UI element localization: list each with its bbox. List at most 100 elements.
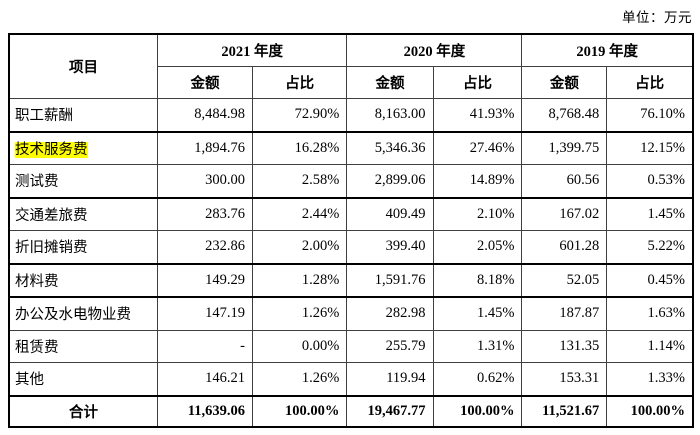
ratio-cell-2020: 0.62% — [432, 362, 523, 396]
row-label-cell: 职工薪酬 — [8, 98, 158, 132]
ratio-cell-2019: 0.53% — [606, 164, 694, 199]
ratio-cell-2021: 1.26% — [251, 296, 348, 331]
amount-cell-2019: 153.31 — [521, 362, 608, 396]
row-label-cell: 材料费 — [8, 262, 158, 298]
table-row: 其他 146.21 1.26% 119.94 0.62% 153.31 1.33… — [8, 362, 694, 396]
ratio-cell-2020: 2.10% — [432, 197, 523, 231]
amount-cell-2019: 187.87 — [521, 296, 608, 331]
ratio-cell-2020: 1.45% — [432, 296, 523, 331]
year-header-2019: 2019 年度 — [521, 33, 694, 67]
ratio-cell-2021: 16.28% — [251, 130, 348, 165]
ratio-cell-2021: 1.28% — [251, 262, 348, 298]
row-label: 办公及水电物业费 — [15, 307, 131, 324]
year-header-2020: 2020 年度 — [346, 33, 523, 67]
row-label-cell: 其他 — [8, 362, 158, 396]
ratio-cell-2019: 5.22% — [606, 230, 694, 264]
ratio-cell-2020: 27.46% — [432, 130, 523, 165]
amount-cell-2020: 282.98 — [346, 296, 434, 331]
amount-cell-2020: 5,346.36 — [346, 130, 434, 165]
amount-cell-2019: 52.05 — [521, 262, 608, 298]
ratio-cell-2020: 8.18% — [432, 262, 523, 298]
row-label: 测试费 — [15, 174, 59, 191]
amount-cell-2019: 1,399.75 — [521, 130, 608, 165]
row-label-cell: 折旧摊销费 — [8, 230, 158, 264]
amount-cell-2020: 399.40 — [346, 230, 434, 264]
amount-cell-2021: 8,484.98 — [156, 98, 253, 132]
amount-cell-2021: 11,639.06 — [156, 394, 253, 427]
ratio-cell-2019: 1.33% — [606, 362, 694, 396]
unit-label: 单位：万元 — [622, 10, 692, 25]
ratio-cell-2021: 2.00% — [251, 230, 348, 264]
row-label-cell: 交通差旅费 — [8, 197, 158, 231]
ratio-cell-2019: 1.14% — [606, 329, 694, 363]
ratio-cell-2021: 72.90% — [251, 98, 348, 132]
row-label-cell: 测试费 — [8, 164, 158, 199]
amount-cell-2019: 167.02 — [521, 197, 608, 231]
ratio-cell-2020: 100.00% — [432, 394, 523, 427]
amount-cell-2021: - — [156, 329, 253, 363]
ratio-cell-2019: 1.63% — [606, 296, 694, 331]
table-row: 职工薪酬 8,484.98 72.90% 8,163.00 41.93% 8,7… — [8, 98, 694, 132]
table-row: 租赁费 - 0.00% 255.79 1.31% 131.35 1.14% — [8, 329, 694, 363]
amount-cell-2020: 2,899.06 — [346, 164, 434, 199]
row-label-cell: 合计 — [8, 394, 158, 427]
amount-cell-2020: 1,591.76 — [346, 262, 434, 298]
ratio-cell-2019: 1.45% — [606, 197, 694, 231]
amount-cell-2021: 300.00 — [156, 164, 253, 199]
ratio-cell-2021: 100.00% — [251, 394, 348, 427]
amount-cell-2019: 60.56 — [521, 164, 608, 199]
row-label: 其他 — [15, 372, 44, 389]
amount-cell-2020: 409.49 — [346, 197, 434, 231]
row-label: 租赁费 — [15, 339, 59, 356]
amount-cell-2021: 1,894.76 — [156, 130, 253, 165]
row-label-cell: 租赁费 — [8, 329, 158, 363]
amount-cell-2021: 147.19 — [156, 296, 253, 331]
column-header-amount-2021: 金额 — [156, 66, 253, 99]
ratio-cell-2021: 0.00% — [251, 329, 348, 363]
amount-cell-2021: 283.76 — [156, 197, 253, 231]
year-header-2021: 2021 年度 — [156, 33, 348, 67]
table-row: 测试费 300.00 2.58% 2,899.06 14.89% 60.56 0… — [8, 164, 694, 199]
table-row: 交通差旅费 283.76 2.44% 409.49 2.10% 167.02 1… — [8, 197, 694, 231]
amount-cell-2019: 131.35 — [521, 329, 608, 363]
table-row: 办公及水电物业费 147.19 1.26% 282.98 1.45% 187.8… — [8, 296, 694, 331]
ratio-cell-2019: 0.45% — [606, 262, 694, 298]
amount-cell-2020: 119.94 — [346, 362, 434, 396]
ratio-cell-2021: 2.44% — [251, 197, 348, 231]
expense-breakdown-table: 项目 2021 年度 2020 年度 2019 年度 金额 占比 金额 占比 金… — [8, 33, 694, 428]
row-label-cell: 办公及水电物业费 — [8, 296, 158, 331]
ratio-cell-2020: 14.89% — [432, 164, 523, 199]
column-header-amount-2019: 金额 — [521, 66, 608, 99]
row-label: 职工薪酬 — [15, 108, 73, 125]
table-row: 合计 11,639.06 100.00% 19,467.77 100.00% 1… — [8, 394, 694, 427]
ratio-cell-2019: 76.10% — [606, 98, 694, 132]
table-row: 折旧摊销费 232.86 2.00% 399.40 2.05% 601.28 5… — [8, 230, 694, 264]
header-row-years: 项目 2021 年度 2020 年度 2019 年度 — [8, 33, 694, 99]
ratio-cell-2021: 2.58% — [251, 164, 348, 199]
row-label: 交通差旅费 — [15, 207, 88, 224]
column-header-item: 项目 — [8, 33, 158, 99]
row-label: 技术服务费 — [15, 141, 88, 158]
ratio-cell-2019: 12.15% — [606, 130, 694, 165]
amount-cell-2020: 255.79 — [346, 329, 434, 363]
amount-cell-2020: 8,163.00 — [346, 98, 434, 132]
ratio-cell-2020: 2.05% — [432, 230, 523, 264]
table-row: 技术服务费 1,894.76 16.28% 5,346.36 27.46% 1,… — [8, 130, 694, 165]
ratio-cell-2021: 1.26% — [251, 362, 348, 396]
amount-cell-2019: 8,768.48 — [521, 98, 608, 132]
amount-cell-2021: 232.86 — [156, 230, 253, 264]
column-header-ratio-2021: 占比 — [251, 66, 348, 99]
row-label: 折旧摊销费 — [15, 240, 88, 257]
amount-cell-2021: 149.29 — [156, 262, 253, 298]
ratio-cell-2020: 1.31% — [432, 329, 523, 363]
row-label: 材料费 — [15, 273, 59, 290]
ratio-cell-2019: 100.00% — [606, 394, 694, 427]
amount-cell-2019: 601.28 — [521, 230, 608, 264]
amount-cell-2019: 11,521.67 — [521, 394, 608, 427]
amount-cell-2021: 146.21 — [156, 362, 253, 396]
column-header-ratio-2019: 占比 — [606, 66, 694, 99]
row-label-cell: 技术服务费 — [8, 130, 158, 165]
amount-cell-2020: 19,467.77 — [346, 394, 434, 427]
ratio-cell-2020: 41.93% — [432, 98, 523, 132]
